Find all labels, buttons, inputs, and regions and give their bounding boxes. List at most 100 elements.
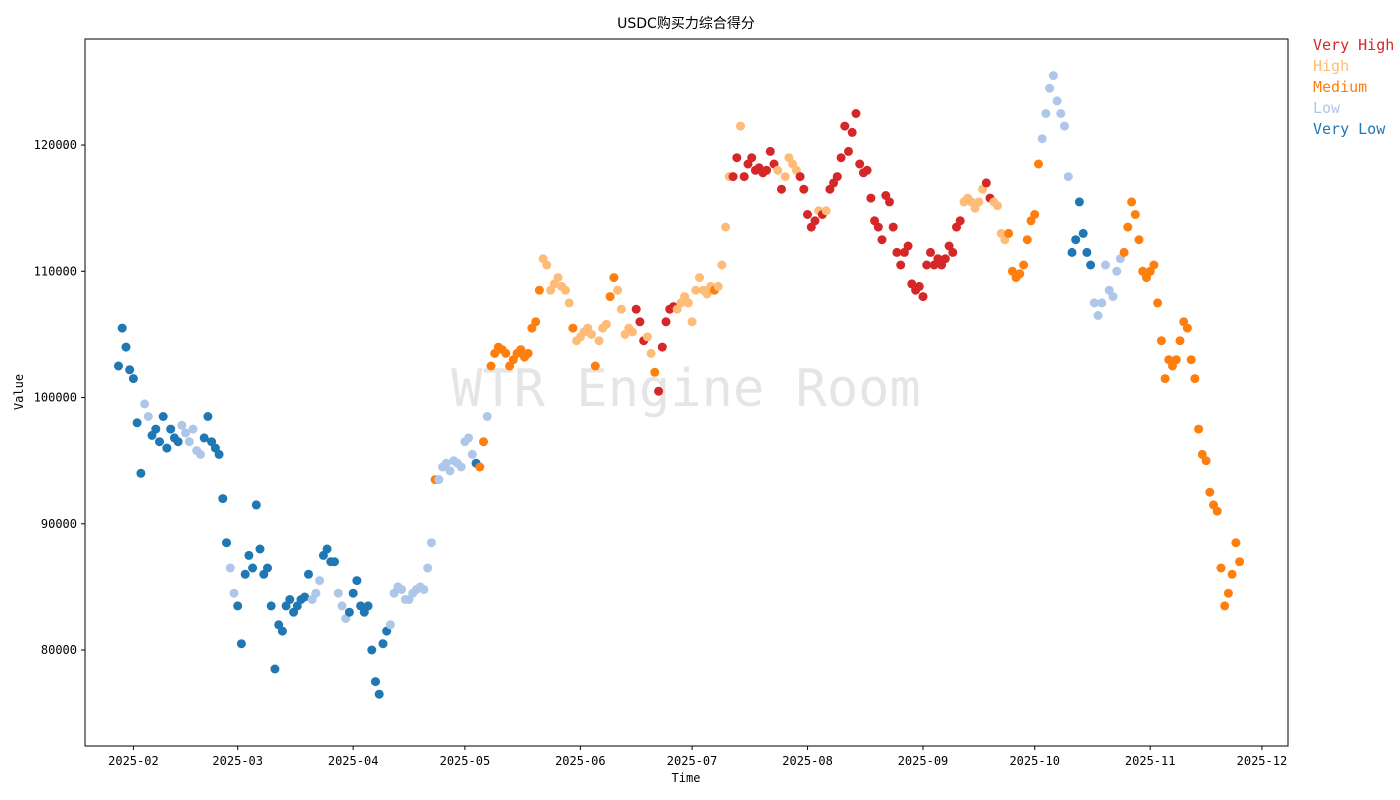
data-point-264 bbox=[1097, 298, 1107, 308]
data-point-268 bbox=[1112, 266, 1122, 276]
data-point-54 bbox=[315, 576, 325, 586]
data-point-271 bbox=[1123, 222, 1133, 232]
data-point-201 bbox=[862, 165, 872, 175]
data-point-24 bbox=[203, 412, 213, 421]
chart-title: USDC购买力综合得分 bbox=[617, 15, 755, 32]
data-point-254 bbox=[1060, 121, 1069, 131]
data-point-261 bbox=[1086, 260, 1096, 270]
x-axis-label: Time bbox=[672, 771, 701, 785]
data-point-274 bbox=[1134, 235, 1144, 245]
data-point-6 bbox=[136, 468, 146, 478]
legend-entry-medium: Medium bbox=[1313, 78, 1367, 96]
data-point-70 bbox=[374, 689, 384, 699]
data-point-167 bbox=[736, 121, 745, 131]
data-point-174 bbox=[762, 165, 772, 175]
data-point-41 bbox=[266, 601, 276, 611]
data-point-129 bbox=[594, 336, 604, 346]
x-tick-label-0: 2025-02 bbox=[108, 754, 159, 768]
data-point-113 bbox=[534, 285, 544, 295]
x-tick-label-10: 2025-12 bbox=[1237, 754, 1288, 768]
data-point-13 bbox=[162, 443, 172, 453]
data-point-258 bbox=[1074, 197, 1084, 207]
data-point-179 bbox=[780, 172, 790, 182]
data-point-231 bbox=[974, 197, 984, 207]
data-point-56 bbox=[322, 544, 332, 554]
data-point-42 bbox=[270, 664, 280, 674]
data-point-127 bbox=[587, 329, 596, 339]
data-point-92 bbox=[456, 462, 466, 472]
data-point-156 bbox=[695, 273, 704, 283]
data-point-134 bbox=[613, 285, 623, 295]
data-point-187 bbox=[810, 216, 820, 226]
data-point-281 bbox=[1160, 374, 1170, 384]
data-point-239 bbox=[1004, 228, 1014, 238]
data-point-255 bbox=[1063, 172, 1073, 182]
data-point-184 bbox=[799, 184, 809, 194]
data-point-163 bbox=[721, 222, 731, 232]
data-point-7 bbox=[140, 399, 150, 409]
data-point-97 bbox=[475, 462, 485, 472]
data-point-246 bbox=[1030, 210, 1040, 219]
plot-frame bbox=[84, 38, 1289, 747]
y-axis-ticks: 80000 90000 100000 110000 120000 bbox=[34, 138, 85, 657]
data-point-104 bbox=[501, 348, 511, 358]
data-point-290 bbox=[1194, 424, 1204, 434]
data-point-18 bbox=[181, 428, 191, 438]
data-point-53 bbox=[311, 588, 321, 598]
data-point-165 bbox=[728, 172, 738, 182]
data-point-287 bbox=[1182, 323, 1192, 333]
data-point-67 bbox=[363, 601, 373, 611]
data-point-115 bbox=[542, 260, 552, 270]
data-point-175 bbox=[765, 146, 775, 156]
data-point-73 bbox=[385, 620, 395, 630]
data-point-132 bbox=[605, 292, 615, 302]
data-point-37 bbox=[251, 500, 261, 510]
data-point-292 bbox=[1201, 456, 1211, 466]
data-point-185 bbox=[803, 210, 812, 219]
legend-entry-very-low: Very Low bbox=[1313, 120, 1386, 138]
data-point-34 bbox=[240, 569, 250, 579]
data-point-0 bbox=[114, 361, 123, 371]
y-tick-label-4: 120000 bbox=[34, 138, 77, 152]
data-point-38 bbox=[255, 544, 265, 554]
data-point-135 bbox=[616, 304, 626, 314]
data-point-62 bbox=[344, 607, 354, 617]
data-point-161 bbox=[713, 281, 723, 291]
data-point-88 bbox=[441, 458, 451, 468]
legend: Very High High Medium Low Very Low bbox=[1313, 36, 1394, 138]
data-point-270 bbox=[1119, 247, 1129, 257]
x-tick-label-9: 2025-11 bbox=[1125, 754, 1176, 768]
data-point-110 bbox=[523, 348, 533, 358]
data-point-198 bbox=[851, 109, 861, 118]
data-point-12 bbox=[158, 412, 168, 421]
data-point-146 bbox=[657, 342, 667, 352]
data-point-84 bbox=[426, 538, 436, 548]
x-tick-label-4: 2025-06 bbox=[555, 754, 606, 768]
data-point-44 bbox=[277, 626, 287, 636]
data-point-58 bbox=[330, 557, 339, 567]
data-point-46 bbox=[285, 595, 295, 604]
data-point-190 bbox=[821, 206, 831, 216]
data-point-69 bbox=[371, 677, 380, 687]
data-point-300 bbox=[1231, 538, 1241, 548]
data-point-278 bbox=[1149, 260, 1159, 270]
data-point-16 bbox=[173, 437, 183, 447]
data-point-64 bbox=[352, 576, 362, 586]
data-point-3 bbox=[125, 365, 135, 375]
data-point-95 bbox=[467, 449, 477, 459]
data-point-28 bbox=[218, 494, 228, 504]
data-point-168 bbox=[739, 172, 749, 182]
data-point-210 bbox=[896, 260, 906, 270]
data-point-50 bbox=[300, 592, 310, 602]
data-point-252 bbox=[1052, 96, 1062, 106]
data-point-4 bbox=[128, 374, 138, 384]
data-point-284 bbox=[1171, 355, 1181, 365]
data-point-273 bbox=[1130, 210, 1140, 219]
data-point-205 bbox=[877, 235, 887, 245]
data-point-133 bbox=[609, 273, 619, 283]
data-point-40 bbox=[263, 563, 272, 573]
data-point-202 bbox=[866, 193, 876, 203]
data-point-22 bbox=[196, 449, 205, 459]
data-point-243 bbox=[1019, 260, 1029, 270]
x-tick-label-5: 2025-07 bbox=[667, 754, 718, 768]
